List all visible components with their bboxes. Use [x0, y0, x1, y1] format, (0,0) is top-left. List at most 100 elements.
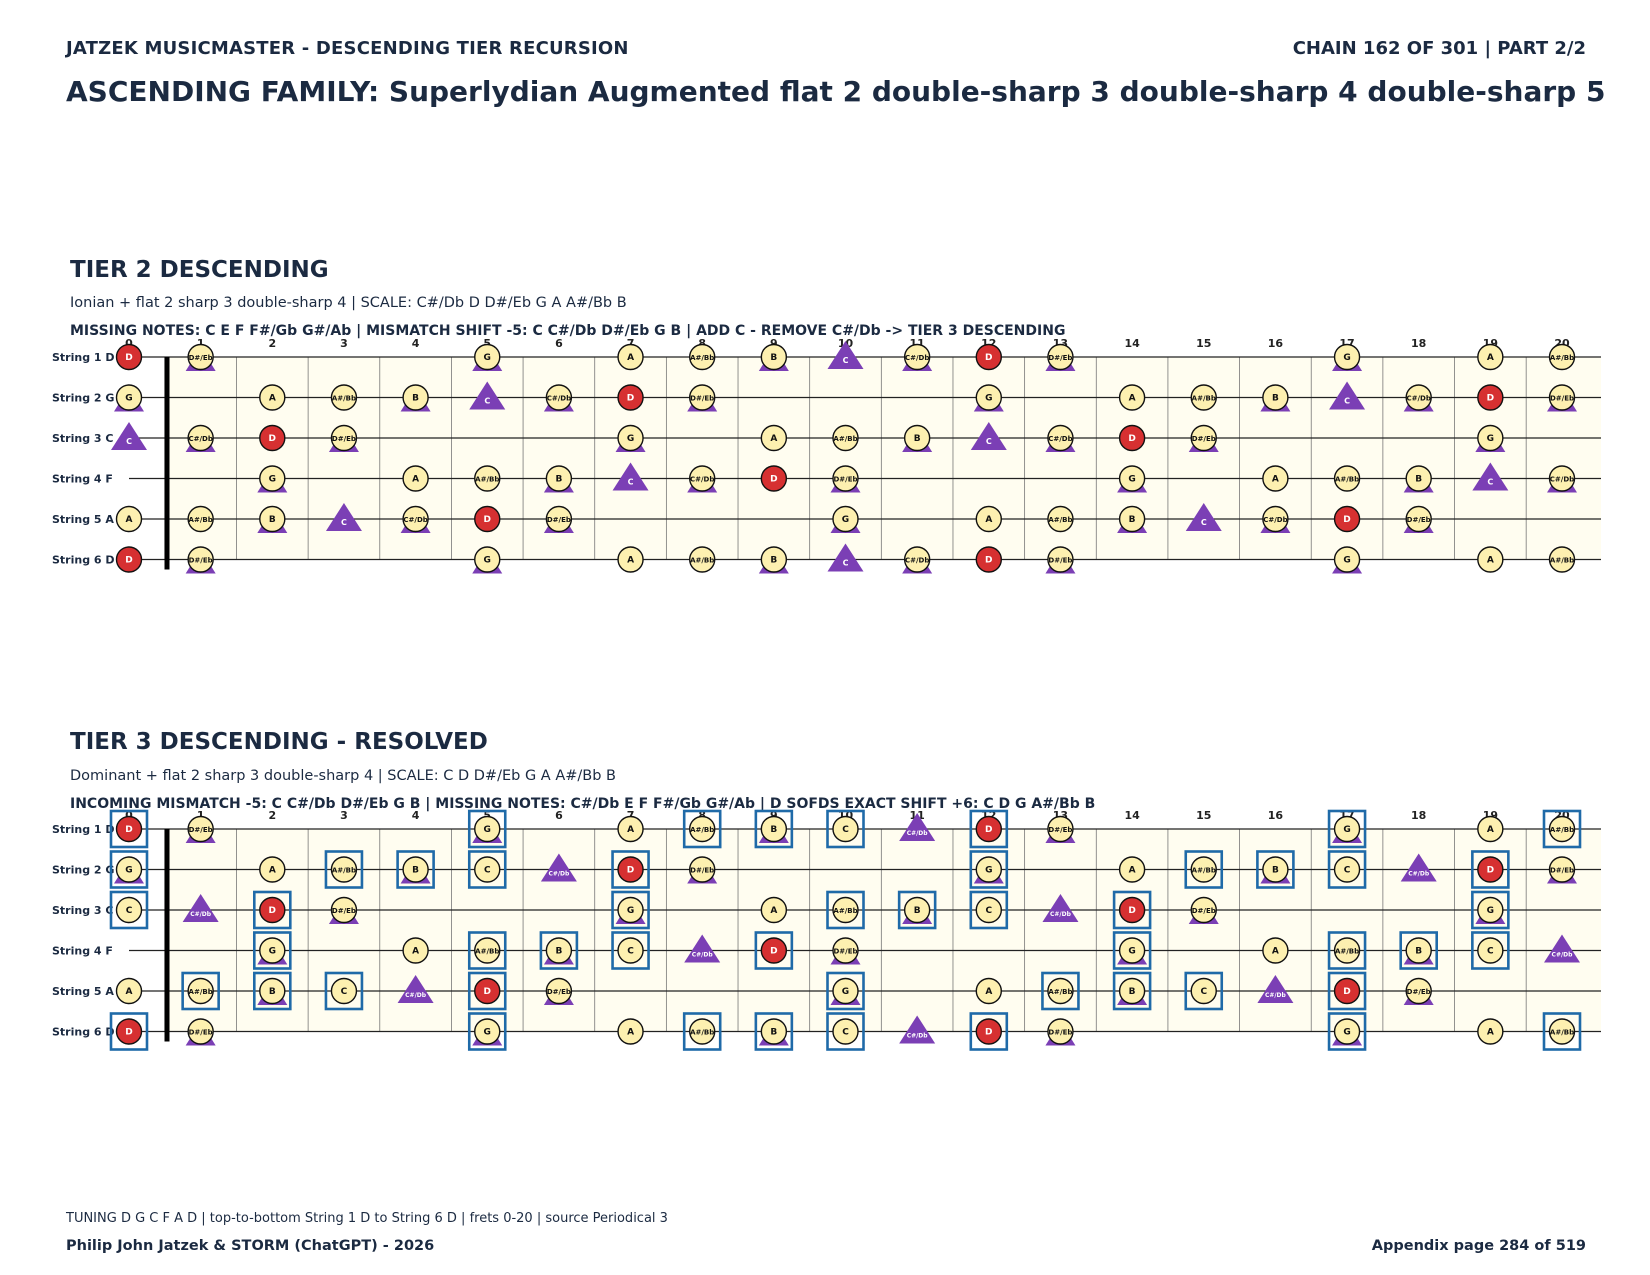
note-label: A — [412, 475, 419, 485]
tier-3-title: TIER 3 DESCENDING - RESOLVED — [70, 729, 488, 755]
note-label: B — [555, 475, 562, 485]
note-marker — [1477, 1018, 1504, 1045]
root-note-marker — [1118, 424, 1146, 452]
exact-shift-box — [1327, 1012, 1367, 1051]
fret-number: 3 — [340, 809, 348, 822]
exact-shift-box — [969, 890, 1009, 930]
note-marker — [1477, 546, 1504, 573]
note-label: D#/Eb — [1048, 557, 1072, 565]
note-label: G — [1343, 1028, 1350, 1038]
note-label: G — [1487, 434, 1494, 444]
note-label: D#/Eb — [547, 988, 571, 996]
note-marker — [760, 1018, 788, 1045]
mismatch-triangle — [899, 813, 936, 841]
root-note-marker — [259, 424, 286, 452]
mismatch-triangle — [612, 462, 649, 491]
mismatch-triangle — [325, 503, 362, 531]
root-note-marker — [975, 1018, 1002, 1045]
exact-shift-box — [109, 809, 149, 849]
note-label: G — [985, 394, 992, 404]
note-label: G — [125, 394, 132, 404]
note-label: C#/Db — [905, 557, 929, 565]
mismatch-triangle — [540, 853, 577, 882]
string-label: String 5 A — [52, 985, 114, 998]
exact-shift-box — [897, 890, 937, 930]
footer-tuning-note: TUNING D G C F A D | top-to-bottom Strin… — [66, 1211, 668, 1226]
note-label: D#/Eb — [833, 476, 857, 484]
note-marker — [1118, 856, 1146, 883]
note-marker — [617, 896, 644, 924]
triangle-note-label: C — [843, 356, 849, 365]
note-label: D — [627, 866, 634, 876]
note-marker — [259, 856, 286, 883]
note-label: D — [1487, 866, 1494, 876]
mismatch-triangle — [1400, 853, 1437, 882]
exact-shift-box — [1327, 809, 1367, 849]
note-label: D#/Eb — [1407, 516, 1431, 524]
note-marker — [1262, 384, 1289, 411]
note-label: A#/Bb — [690, 826, 714, 834]
exact-shift-box — [467, 971, 507, 1011]
note-marker — [402, 937, 429, 964]
note-label: A#/Bb — [690, 557, 714, 565]
fret-number: 8 — [698, 337, 706, 350]
note-label: C — [341, 987, 348, 997]
string-label: String 3 C — [52, 432, 113, 445]
mismatch-triangle — [684, 934, 721, 963]
root-note-marker — [617, 856, 644, 883]
exact-shift-box — [467, 850, 507, 889]
note-label: A — [770, 906, 777, 916]
fret-number: 7 — [627, 809, 635, 822]
triangle-note-label: C#/Db — [548, 871, 570, 878]
note-marker — [617, 937, 644, 964]
note-marker — [474, 1018, 501, 1045]
note-marker — [1190, 977, 1217, 1005]
fret-number: 2 — [268, 809, 276, 822]
note-marker — [689, 384, 716, 411]
note-marker — [832, 505, 859, 533]
note-marker — [1477, 424, 1504, 452]
note-label: C#/Db — [690, 476, 714, 484]
note-label: D#/Eb — [1192, 435, 1216, 443]
exact-shift-box — [754, 809, 794, 849]
note-label: A#/Bb — [1550, 1029, 1574, 1037]
tier-2-description: Ionian + flat 2 sharp 3 double-sharp 4 |… — [70, 295, 627, 311]
note-marker — [115, 856, 143, 883]
note-marker — [474, 343, 501, 371]
note-marker — [545, 465, 573, 492]
exact-shift-box — [1256, 850, 1295, 889]
note-marker — [115, 977, 143, 1005]
note-label: B — [1415, 475, 1422, 485]
fret-number: 15 — [1196, 337, 1211, 350]
note-label: A — [985, 515, 992, 525]
note-label: B — [1415, 947, 1422, 957]
note-marker — [1548, 465, 1576, 492]
note-label: D#/Eb — [690, 395, 714, 403]
note-label: D#/Eb — [690, 867, 714, 875]
note-marker — [1118, 977, 1146, 1005]
exact-shift-box — [1112, 971, 1152, 1011]
note-marker — [760, 343, 788, 371]
exact-shift-box — [1112, 931, 1152, 970]
note-marker — [975, 977, 1002, 1005]
note-marker — [1405, 937, 1432, 964]
exact-shift-box — [467, 931, 507, 970]
fret-number: 3 — [340, 337, 348, 350]
mismatch-triangle — [1544, 934, 1580, 963]
root-note-marker — [115, 1018, 143, 1045]
triangle-note-label: C#/Db — [907, 1033, 929, 1040]
note-marker — [1405, 465, 1432, 492]
note-label: C — [627, 947, 634, 957]
note-label: A — [412, 947, 419, 957]
note-label: D#/Eb — [332, 907, 356, 915]
note-label: B — [555, 947, 562, 957]
footer-credit: Philip John Jatzek & STORM (ChatGPT) - 2… — [66, 1238, 435, 1254]
note-label: A#/Bb — [332, 395, 356, 403]
fret-number: 8 — [698, 809, 706, 822]
mismatch-triangle — [827, 543, 864, 572]
note-label: G — [484, 1028, 491, 1038]
note-label: B — [412, 394, 419, 404]
note-label: G — [484, 556, 491, 566]
triangle-note-label: C#/Db — [405, 992, 427, 999]
note-label: B — [770, 825, 777, 835]
